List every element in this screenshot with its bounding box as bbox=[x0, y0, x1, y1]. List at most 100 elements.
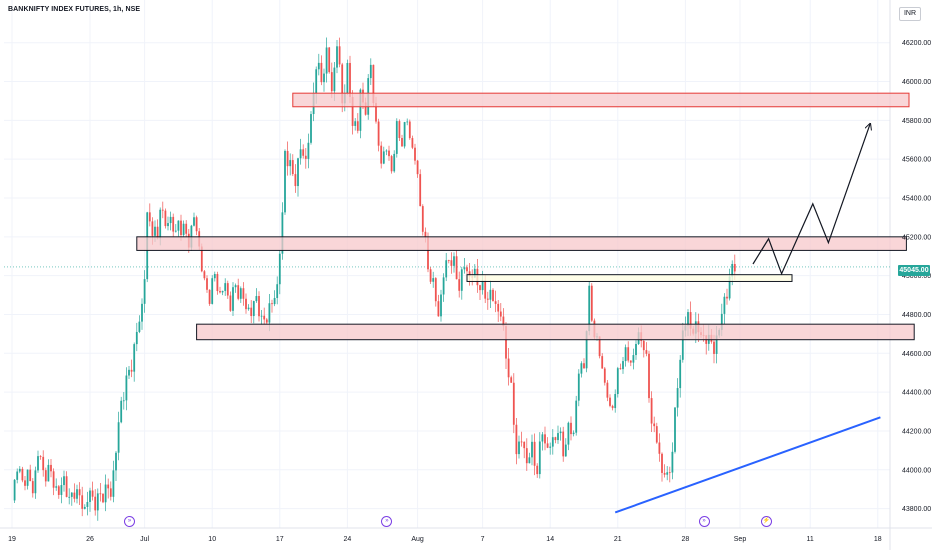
candle-body bbox=[359, 89, 362, 131]
candle-body bbox=[541, 434, 544, 442]
lightning-icon[interactable]: ⚡ bbox=[761, 516, 772, 527]
candle-body bbox=[406, 121, 409, 123]
candle-body bbox=[73, 492, 76, 499]
event-marker-icon[interactable]: » bbox=[698, 516, 710, 527]
candle-body bbox=[297, 158, 299, 187]
candle-body bbox=[289, 160, 292, 167]
candle-body bbox=[151, 221, 154, 236]
candle-body bbox=[440, 294, 442, 317]
candle-body bbox=[458, 279, 461, 291]
candle-body bbox=[42, 456, 45, 471]
x-tick-label: 10 bbox=[208, 536, 216, 543]
candle-body bbox=[432, 278, 435, 282]
candle-body bbox=[323, 73, 325, 83]
candle-body bbox=[577, 373, 580, 401]
candle-body bbox=[536, 465, 539, 475]
candle-body bbox=[356, 121, 359, 131]
candle-body bbox=[403, 122, 406, 147]
candle-body bbox=[39, 456, 42, 457]
candle-body bbox=[325, 47, 328, 74]
candle-body bbox=[515, 424, 518, 455]
candle-body bbox=[661, 453, 663, 473]
candle-body bbox=[200, 246, 203, 272]
projection-path bbox=[752, 124, 870, 276]
breakout-zone bbox=[466, 274, 793, 282]
candle-body bbox=[221, 290, 224, 293]
candle-body bbox=[676, 388, 679, 408]
event-marker-icon[interactable]: » bbox=[124, 516, 135, 527]
y-tick-label: 43800.00 bbox=[902, 506, 931, 513]
candle-body bbox=[611, 405, 614, 409]
candle-body bbox=[627, 347, 630, 361]
candle-body bbox=[414, 147, 416, 161]
candle-body bbox=[525, 448, 528, 464]
candle-body bbox=[450, 260, 453, 266]
candle-body bbox=[224, 283, 227, 291]
candle-body bbox=[632, 355, 635, 363]
candle-body bbox=[601, 356, 604, 369]
candle-body bbox=[598, 336, 601, 357]
currency-selector[interactable]: INR bbox=[899, 7, 921, 21]
candle-body bbox=[681, 330, 684, 360]
event-marker-icon[interactable]: » bbox=[381, 516, 393, 527]
candle-body bbox=[112, 470, 115, 497]
candlestick-series bbox=[13, 37, 736, 521]
candle-body bbox=[575, 400, 578, 433]
candle-body bbox=[434, 278, 437, 302]
candle-body bbox=[208, 289, 211, 304]
candle-body bbox=[138, 321, 141, 332]
candle-body bbox=[278, 253, 281, 285]
candle-body bbox=[273, 298, 276, 305]
y-tick-label: 44400.00 bbox=[902, 390, 931, 397]
y-tick-label: 45000.00 bbox=[902, 273, 931, 280]
candle-body bbox=[479, 285, 481, 291]
candle-body bbox=[603, 368, 606, 383]
candle-body bbox=[648, 353, 650, 399]
candle-body bbox=[216, 274, 219, 292]
candle-body bbox=[294, 174, 297, 187]
y-tick-label: 45200.00 bbox=[902, 234, 931, 241]
y-tick-label: 45600.00 bbox=[902, 157, 931, 164]
candle-body bbox=[219, 291, 221, 293]
candle-body bbox=[427, 237, 429, 270]
candle-body bbox=[291, 160, 294, 175]
x-tick-label: Aug bbox=[411, 536, 424, 543]
candle-body bbox=[284, 150, 286, 213]
candle-body bbox=[37, 456, 39, 471]
candle-body bbox=[419, 174, 422, 207]
candle-body bbox=[117, 422, 120, 453]
candle-body bbox=[99, 493, 102, 495]
candle-body bbox=[31, 481, 34, 494]
candle-body bbox=[455, 256, 458, 280]
candle-body bbox=[619, 368, 622, 370]
x-tick-label: 28 bbox=[682, 536, 690, 543]
candle-body bbox=[494, 301, 497, 304]
candle-body bbox=[115, 452, 117, 471]
time-axis[interactable]: 19 26 Jul 10 17 24 Aug 7 14 21 28 Sep 11 18 bbox=[8, 536, 882, 543]
price-axis[interactable]: 46200.00 46000.00 45800.00 45600.00 45400.00… bbox=[902, 40, 931, 513]
candle-body bbox=[333, 67, 336, 92]
candle-body bbox=[733, 263, 736, 272]
candle-body bbox=[645, 350, 648, 354]
candle-body bbox=[159, 209, 162, 239]
candle-body bbox=[583, 363, 585, 369]
candle-body bbox=[55, 486, 58, 488]
candle-body bbox=[614, 394, 617, 409]
candle-body bbox=[385, 150, 388, 152]
x-tick-label: 26 bbox=[86, 536, 94, 543]
candle-body bbox=[143, 279, 146, 304]
candle-body bbox=[193, 217, 195, 226]
candle-body bbox=[68, 496, 71, 498]
candle-body bbox=[562, 431, 565, 457]
candle-body bbox=[50, 464, 52, 472]
y-tick-label: 45800.00 bbox=[902, 118, 931, 125]
y-tick-label: 45400.00 bbox=[902, 196, 931, 203]
candle-body bbox=[302, 149, 305, 156]
candle-body bbox=[307, 142, 310, 159]
candle-body bbox=[510, 377, 513, 383]
candle-body bbox=[76, 489, 78, 499]
candle-body bbox=[679, 359, 682, 389]
candle-body bbox=[154, 226, 156, 236]
candle-body bbox=[650, 398, 653, 424]
